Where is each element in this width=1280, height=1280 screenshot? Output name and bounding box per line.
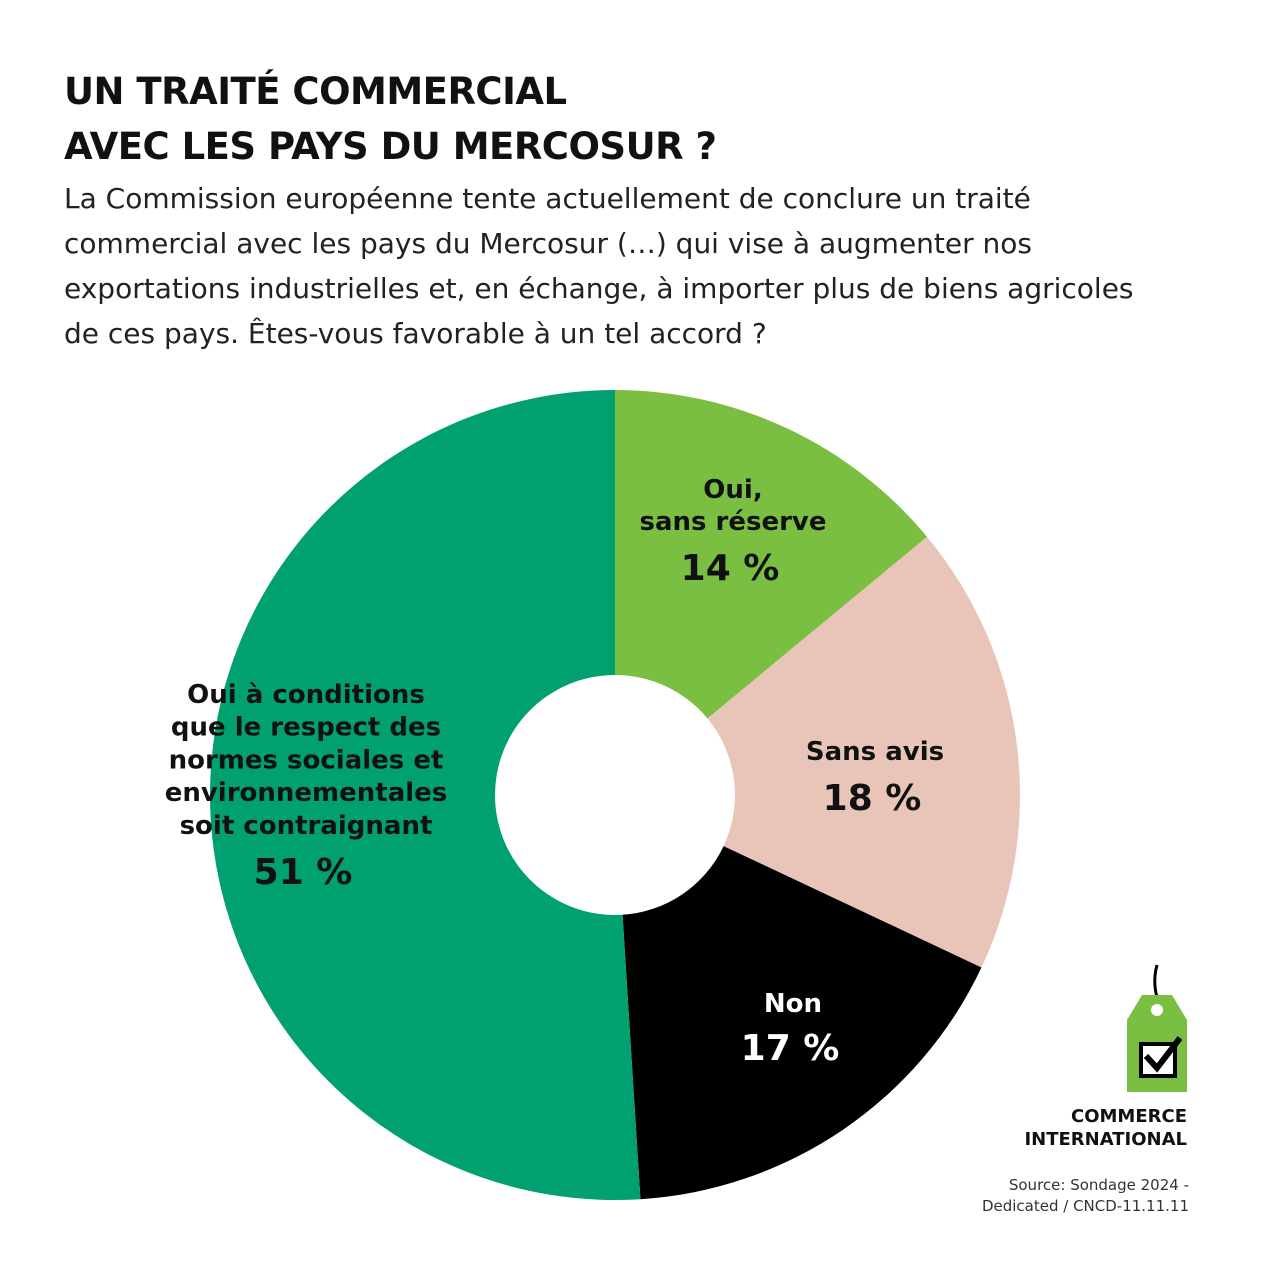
chart-title: UN TRAITÉ COMMERCIAL AVEC LES PAYS DU ME… [64, 70, 717, 168]
value-label: 17 % [741, 1028, 840, 1069]
logo-text: COMMERCE INTERNATIONAL [1024, 1106, 1187, 1150]
slice-label: Sans avis [806, 737, 944, 767]
chart-subtitle: La Commission européenne tente actuellem… [64, 182, 1134, 350]
donut-slice [209, 390, 641, 1200]
value-label: 14 % [681, 548, 780, 589]
slice-label: Oui, sans réserve [639, 475, 826, 537]
slice-label: Oui à conditions que le respect des normes… [165, 680, 448, 841]
donut-slice [707, 536, 1021, 968]
value-label: 51 % [254, 852, 353, 893]
value-label: 18 % [823, 778, 922, 819]
logo-tag [1127, 964, 1187, 1092]
donut-slice [615, 390, 928, 719]
slice-label: Non [764, 989, 822, 1019]
donut-slice [622, 846, 982, 1200]
source: Source: Sondage 2024 -Dedicated / CNCD-1… [982, 1176, 1189, 1215]
